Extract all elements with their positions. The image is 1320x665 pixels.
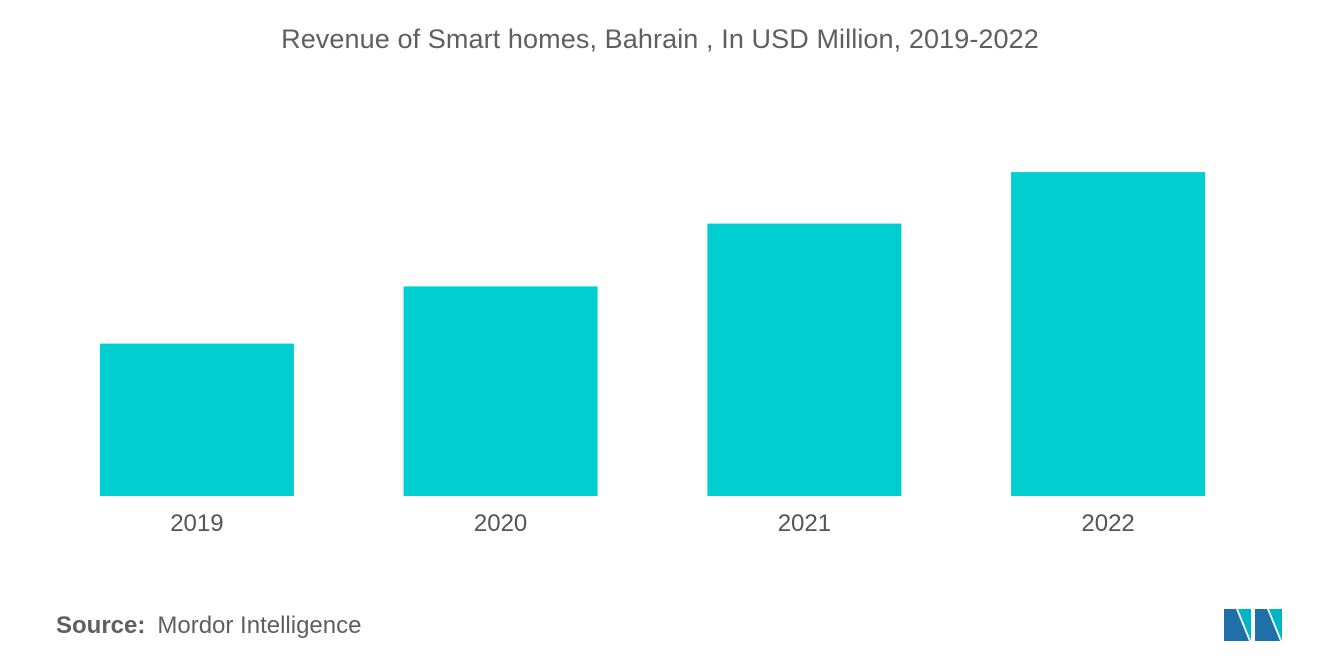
- bar-2020: [403, 286, 598, 496]
- x-tick-label-2021: 2021: [778, 510, 831, 537]
- chart-title: Revenue of Smart homes, Bahrain , In USD…: [281, 24, 1039, 54]
- source-text: Mordor Intelligence: [157, 612, 362, 639]
- bar-2022: [1011, 172, 1206, 496]
- bar-2019: [99, 343, 294, 496]
- x-tick-label-2020: 2020: [474, 510, 527, 537]
- mordor-intelligence-logo-icon: [1224, 609, 1282, 641]
- bars-layer: [99, 172, 1206, 496]
- source-label: Source:: [56, 612, 146, 639]
- x-axis-tick-labels: 2019 2020 2021 2022: [170, 510, 1135, 537]
- bar-chart: 2019 2020 2021 2022: [99, 172, 1206, 537]
- source-note: Source: Mordor Intelligence: [56, 612, 361, 640]
- x-tick-label-2019: 2019: [170, 510, 223, 537]
- x-tick-label-2022: 2022: [1081, 510, 1134, 537]
- bar-2021: [707, 223, 902, 496]
